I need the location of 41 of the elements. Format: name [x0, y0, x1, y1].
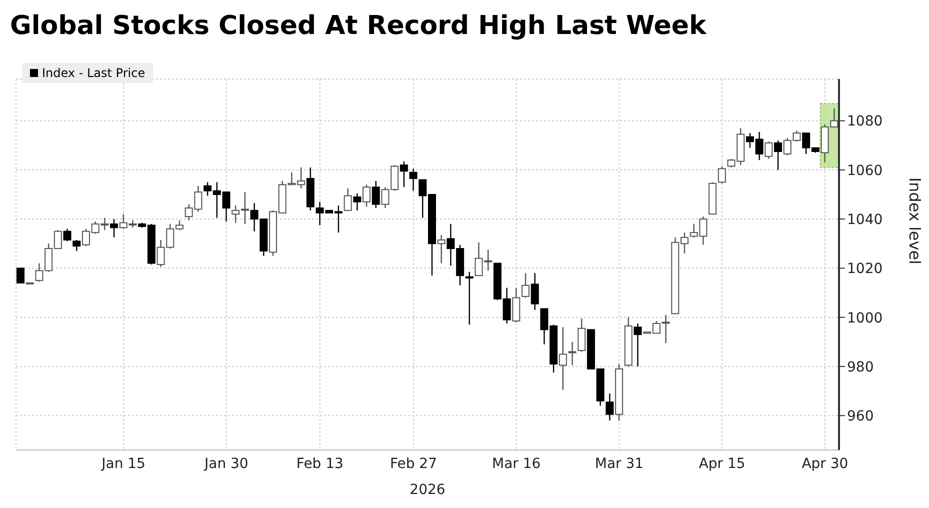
x-axis-title: 2026: [410, 482, 446, 498]
candlestick: [764, 141, 773, 160]
x-tick-label: Jan 15: [100, 456, 146, 472]
x-tick-label: Apr 15: [698, 456, 746, 472]
y-tick-label: 960: [847, 408, 874, 425]
candlestick: [353, 192, 362, 212]
y-tick-label: 1080: [847, 114, 883, 130]
candlestick: [372, 180, 380, 209]
candlestick: [400, 160, 408, 188]
candlestick: [774, 140, 782, 171]
candlestick: [16, 268, 24, 284]
candlestick: [558, 326, 567, 390]
candlestick: [606, 392, 614, 422]
x-tick-label: Feb 13: [296, 456, 344, 472]
y-tick-label: 1020: [847, 261, 883, 278]
y-tick-label: 1040: [847, 212, 883, 228]
candlestick: [718, 166, 726, 184]
candlestick: [578, 318, 586, 352]
y-tick-label: 980: [847, 359, 874, 376]
x-tick-label: Apr 30: [802, 456, 848, 472]
y-tick-label: 1000: [847, 310, 883, 326]
candlestick: [362, 184, 371, 208]
y-tick-label: 1060: [847, 162, 883, 179]
candlestick: [437, 234, 446, 264]
chart-title: Global Stocks Closed At Record High Last Week: [9, 10, 708, 43]
candlestick: [72, 239, 81, 252]
candlestick: [634, 322, 642, 368]
legend-label: Index - Last Price: [41, 66, 146, 80]
x-tick-label: Jan 30: [203, 456, 248, 472]
candlestick: [530, 272, 539, 311]
candlestick: [110, 218, 118, 238]
x-tick-label: Mar 16: [492, 456, 541, 472]
candlestick: [465, 271, 474, 326]
candlestick: [512, 287, 520, 323]
x-tick-label: Feb 27: [390, 456, 438, 472]
candlestick: [63, 228, 72, 242]
candlestick: [409, 168, 418, 192]
candlestick: [522, 272, 530, 298]
candlestick: [344, 188, 352, 212]
x-tick-label: Mar 31: [594, 456, 644, 472]
candlestick: [568, 341, 576, 366]
